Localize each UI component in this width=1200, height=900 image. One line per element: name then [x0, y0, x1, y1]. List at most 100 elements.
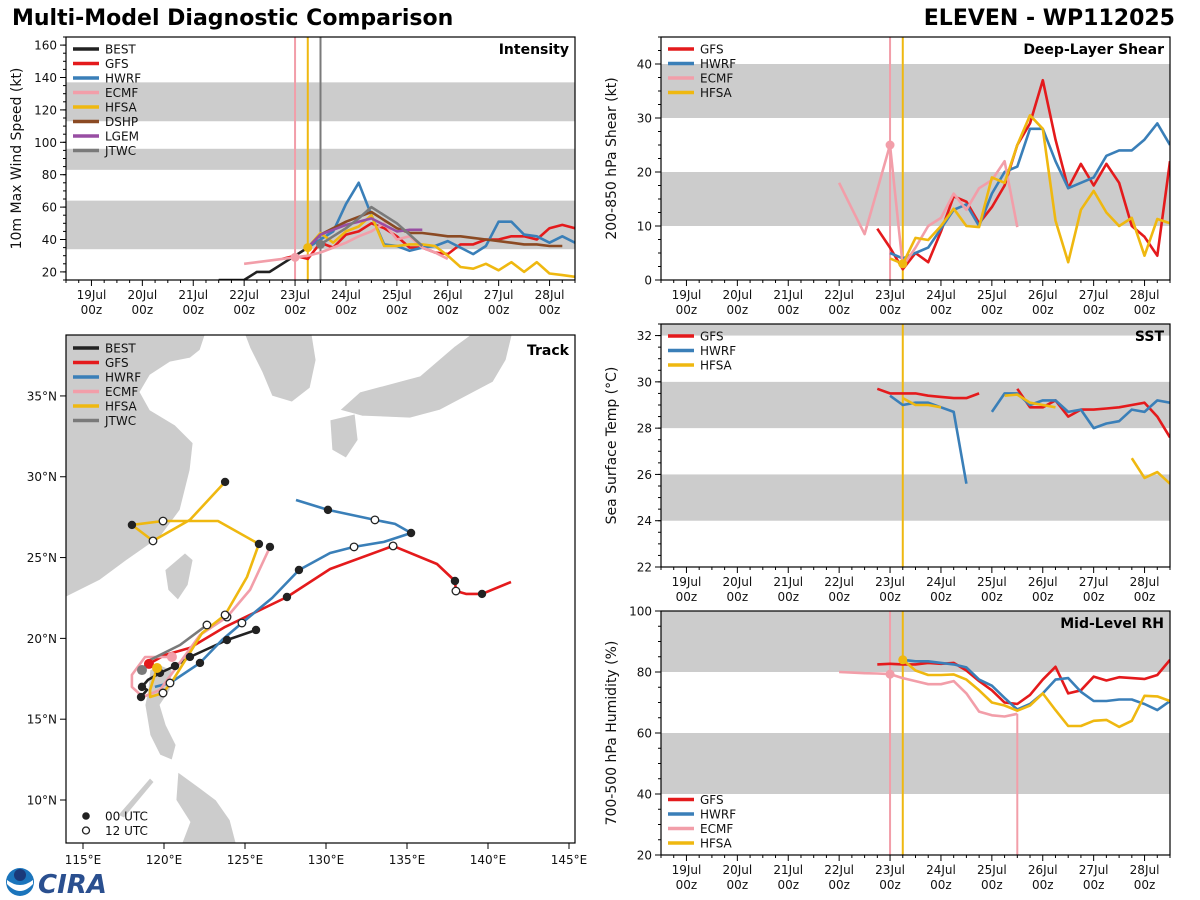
x-tick-date: 21Jul [773, 575, 803, 589]
x-tick-label: 25Jul 00z [977, 863, 1007, 892]
x-tick-date: 24Jul [926, 863, 956, 877]
legend-item-hfsa: HFSA [73, 400, 138, 414]
legend-label: GFS [105, 356, 129, 370]
threshold-band [661, 324, 1170, 336]
series-line-ecmf [839, 670, 1018, 718]
noaa-logo-icon [6, 868, 34, 896]
x-tick-date: 23Jul [875, 863, 905, 877]
track-point-12utc [388, 541, 398, 551]
x-tick-label: 20Jul 00z [722, 288, 752, 317]
x-tick-hour: 00z [182, 303, 204, 317]
x-tick-hour: 00z [676, 590, 698, 604]
x-tick-date: 25Jul [382, 288, 412, 302]
track-point-12utc [237, 618, 247, 628]
legend-item-hfsa: HFSA [668, 86, 733, 100]
series-line-hfsa [1004, 393, 1056, 409]
x-tick-label: 26Jul 00z [1028, 575, 1058, 604]
legend-item-lgem: LGEM [73, 130, 139, 144]
lon-tick-label: 120°E [146, 853, 183, 867]
track-point-00utc [406, 528, 416, 538]
series-line-gfs [877, 658, 1170, 706]
x-tick-date: 22Jul [229, 288, 259, 302]
series-line-hfsa [889, 114, 1170, 266]
y-tick-label: 100 [34, 136, 57, 150]
legend-item-best: BEST [73, 43, 136, 57]
x-tick-date: 26Jul [433, 288, 463, 302]
y-tick-label: 160 [34, 39, 57, 53]
x-tick-date: 23Jul [875, 575, 905, 589]
x-tick-label: 21Jul 00z [773, 863, 803, 892]
panel-title: Track [527, 343, 570, 359]
lat-tick-label: 30°N [27, 470, 57, 484]
legend-item-hwrf: HWRF [668, 808, 736, 822]
legend-label: ECMF [105, 86, 138, 100]
noaa-bird-icon [14, 869, 26, 881]
land-japan-honshu [339, 335, 513, 419]
track-point-00utc [185, 652, 195, 662]
legend-label: HWRF [105, 371, 141, 385]
legend-label: HFSA [105, 400, 138, 414]
legend-label: GFS [700, 43, 724, 57]
x-tick-label: 20Jul 00z [722, 863, 752, 892]
marker-legend-label: 00 UTC [105, 810, 148, 824]
x-tick-label: 26Jul 00z [433, 288, 463, 317]
panel-title: Intensity [499, 42, 569, 58]
y-axis-label: 10m Max Wind Speed (kt) [9, 68, 25, 250]
x-tick-label: 22Jul 00z [824, 288, 854, 317]
x-tick-label: 20Jul 00z [722, 575, 752, 604]
x-tick-label: 22Jul 00z [824, 863, 854, 892]
x-tick-hour: 00z [930, 878, 952, 892]
y-tick-label: 20 [637, 166, 652, 180]
lat-tick-label: 20°N [27, 632, 57, 646]
sst-plot-area [661, 324, 1170, 567]
x-tick-hour: 00z [1083, 590, 1105, 604]
y-axis-label: Sea Surface Temp (°C) [604, 367, 620, 525]
x-tick-date: 19Jul [77, 288, 107, 302]
track-point-00utc [294, 565, 304, 575]
x-tick-hour: 00z [1134, 590, 1156, 604]
legend-item-ecmf: ECMF [668, 72, 733, 86]
x-tick-hour: 00z [828, 878, 850, 892]
x-tick-hour: 00z [335, 303, 357, 317]
panel-title: Mid-Level RH [1060, 616, 1164, 632]
y-tick-label: 24 [637, 514, 652, 528]
legend-label: BEST [105, 43, 136, 57]
x-tick-label: 28Jul 00z [1130, 575, 1160, 604]
track-line [154, 498, 413, 689]
x-tick-date: 19Jul [672, 863, 702, 877]
track-point-12utc [158, 516, 168, 526]
series-line-gfs [1016, 388, 1170, 439]
x-tick-label: 27Jul 00z [1079, 863, 1109, 892]
y-tick-label: 28 [637, 422, 652, 436]
track-point-00utc [254, 539, 264, 549]
track-point-00utc [450, 576, 460, 586]
x-tick-hour: 00z [488, 303, 510, 317]
lat-tick-label: 25°N [27, 551, 57, 565]
y-tick-label: 40 [637, 788, 652, 802]
y-tick-label: 0 [644, 274, 652, 288]
marker-legend-00utc: 00 UTC [82, 810, 148, 824]
lat-tick-label: 10°N [27, 794, 57, 808]
track-line [130, 481, 261, 699]
track-init-ecmf [166, 651, 177, 662]
track-axes-frame [65, 334, 576, 844]
legend-label: ECMF [700, 822, 733, 836]
x-tick-label: 27Jul 00z [1079, 575, 1109, 604]
y-tick-label: 120 [34, 103, 57, 117]
x-tick-label: 28Jul 00z [535, 288, 565, 317]
lon-tick-label: 130°E [308, 853, 345, 867]
track-init-jtwc [136, 665, 147, 676]
y-tick-label: 40 [42, 233, 57, 247]
x-tick-label: 23Jul 00z [875, 863, 905, 892]
track-point-12utc [451, 586, 461, 596]
track-hwrf [154, 498, 413, 689]
map-land [66, 335, 513, 843]
x-tick-hour: 00z [1134, 878, 1156, 892]
x-tick-label: 19Jul 00z [672, 288, 702, 317]
legend-item-hwrf: HWRF [73, 72, 141, 86]
x-tick-date: 22Jul [824, 863, 854, 877]
x-tick-label: 20Jul 00z [127, 288, 157, 317]
x-tick-hour: 00z [437, 303, 459, 317]
page-title: Multi-Model Diagnostic Comparison [12, 6, 454, 31]
